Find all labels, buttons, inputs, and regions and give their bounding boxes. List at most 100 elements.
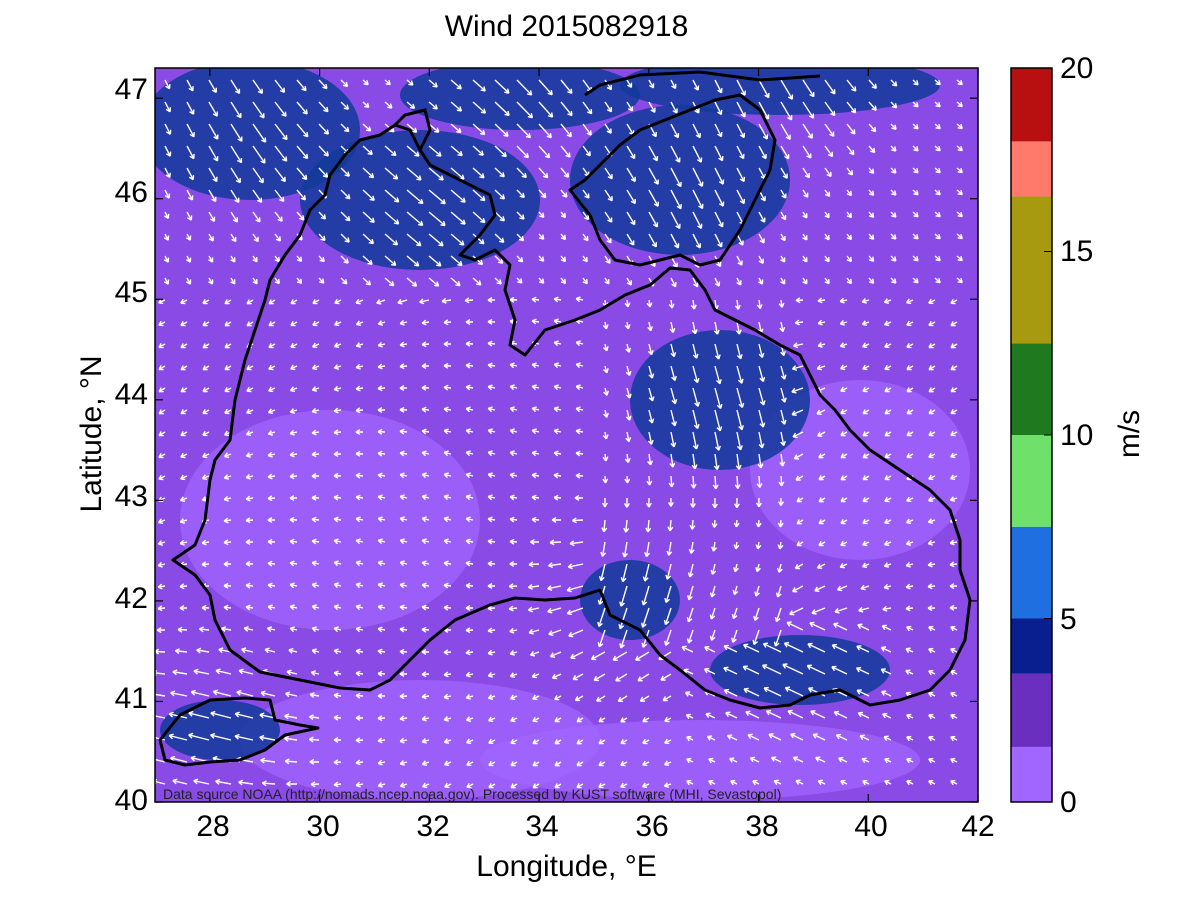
wind-arrow (880, 668, 892, 675)
wind-arrow (399, 760, 408, 766)
wind-arrow (596, 695, 606, 702)
wind-arrow (626, 277, 632, 286)
wind-arrow (553, 384, 562, 391)
x-tick-label: 28 (196, 810, 230, 843)
wind-arrow (770, 756, 782, 763)
wind-arrow (598, 739, 606, 745)
wind-arrow (802, 189, 809, 198)
wind-arrow (465, 582, 474, 589)
wind-arrow (180, 298, 188, 305)
wind-arrow (840, 519, 848, 525)
wind-arrow (753, 607, 760, 621)
wind-arrow (428, 255, 442, 267)
wind-arrow (241, 647, 254, 654)
wind-arrow (620, 782, 628, 789)
wind-arrow (906, 342, 914, 349)
wind-arrow (928, 298, 936, 305)
wind-arrow (289, 538, 298, 545)
wind-arrow (950, 691, 958, 698)
wind-arrow (906, 431, 914, 437)
wind-arrow (202, 299, 210, 305)
wind-arrow (690, 299, 697, 310)
wind-arrow (665, 563, 672, 580)
wind-arrow (399, 450, 408, 457)
wind-arrow (743, 643, 760, 653)
wind-arrow (308, 714, 320, 721)
wind-arrow (692, 145, 703, 163)
wind-arrow (261, 780, 276, 787)
wind-arrow (602, 453, 609, 462)
wind-arrow (421, 760, 430, 766)
wind-arrow (384, 233, 399, 246)
wind-arrow (289, 604, 298, 611)
wind-arrow (208, 233, 214, 242)
wind-arrow (553, 296, 562, 303)
wind-arrow (626, 79, 633, 88)
wind-arrow (487, 450, 496, 457)
wind-arrow (377, 626, 386, 633)
wind-arrow (846, 101, 857, 114)
wind-arrow (472, 79, 486, 92)
wind-arrow (196, 647, 210, 654)
wind-arrow (670, 277, 677, 288)
wind-arrow (569, 540, 584, 547)
wind-arrow (268, 364, 276, 371)
wind-arrow (862, 540, 870, 547)
wind-arrow (234, 711, 254, 719)
wind-arrow (510, 738, 518, 745)
wind-arrow (818, 541, 826, 547)
wind-arrow (528, 628, 540, 635)
wind-arrow (193, 668, 210, 675)
wind-arrow (443, 516, 452, 523)
wind-arrow (450, 255, 463, 267)
wind-arrow (754, 585, 760, 597)
wind-arrow (190, 689, 210, 697)
wind-arrow (884, 779, 892, 786)
wind-arrow (691, 321, 698, 335)
wind-arrow (949, 539, 958, 546)
wind-arrow (548, 562, 562, 569)
wind-arrow (267, 582, 276, 589)
wind-arrow (465, 516, 474, 523)
wind-arrow (736, 343, 743, 360)
wind-arrow (752, 779, 760, 786)
wind-arrow (465, 406, 474, 413)
wind-arrow (377, 692, 386, 699)
wind-arrow (554, 717, 562, 723)
wind-arrow (230, 145, 243, 164)
wind-arrow (421, 406, 430, 413)
wind-arrow (780, 167, 788, 179)
wind-arrow (928, 757, 936, 764)
wind-arrow (553, 494, 562, 501)
wind-arrow (289, 516, 298, 523)
wind-arrow (560, 189, 568, 198)
wind-arrow (549, 539, 562, 546)
wind-arrow (560, 233, 567, 241)
wind-arrow (538, 233, 545, 240)
wind-arrow (949, 583, 958, 590)
wind-arrow (333, 736, 342, 743)
map-frame (154, 67, 979, 803)
wind-arrow (163, 233, 170, 241)
wind-arrow (399, 428, 408, 435)
wind-arrow (560, 123, 572, 138)
wind-arrow (267, 560, 276, 567)
wind-arrow (158, 474, 166, 481)
wind-arrow (714, 101, 723, 116)
wind-arrow (928, 387, 936, 393)
wind-arrow (531, 384, 540, 391)
wind-arrow (406, 211, 424, 227)
wind-arrow (223, 561, 232, 568)
wind-arrow (179, 496, 188, 503)
wind-arrow (296, 101, 308, 115)
wind-arrow (890, 167, 897, 174)
wind-arrow (906, 625, 914, 632)
wind-arrow (686, 607, 694, 623)
wind-arrow (488, 738, 496, 745)
wind-arrow (780, 409, 787, 425)
wind-arrow (399, 782, 408, 788)
wind-arrow (406, 167, 422, 181)
wind-arrow (950, 647, 958, 654)
wind-arrow (421, 319, 430, 326)
wind-arrow (834, 607, 848, 614)
